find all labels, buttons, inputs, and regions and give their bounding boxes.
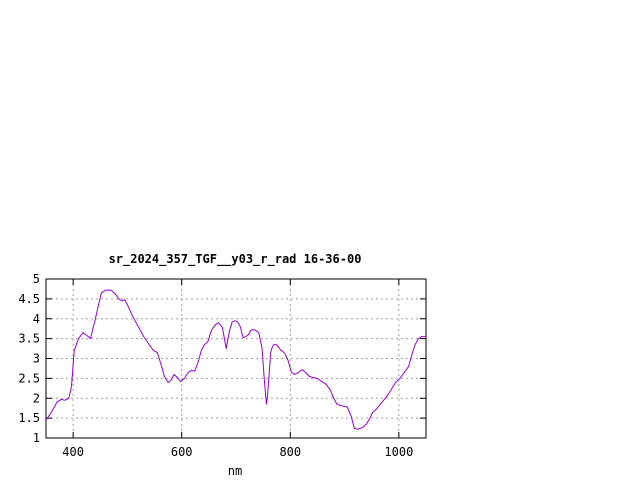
x-axis-label: nm xyxy=(228,464,242,478)
x-tick-label: 400 xyxy=(62,445,84,459)
y-tick-label: 3.5 xyxy=(18,332,40,346)
grid-lines xyxy=(46,279,426,438)
y-tick-label: 1 xyxy=(33,431,40,445)
x-tick-label: 600 xyxy=(171,445,193,459)
x-tick-label: 1000 xyxy=(384,445,413,459)
series-line xyxy=(45,289,426,430)
y-tick-label: 4.5 xyxy=(18,292,40,306)
y-tick-label: 3 xyxy=(33,352,40,366)
x-tick-label: 800 xyxy=(279,445,301,459)
y-tick-label: 4 xyxy=(33,312,40,326)
series-layer xyxy=(45,289,426,430)
plot-frame xyxy=(45,278,427,439)
y-tick-label: 5 xyxy=(33,272,40,286)
y-tick-label: 2.5 xyxy=(18,371,40,385)
y-tick-label: 1.5 xyxy=(18,411,40,425)
axes: 1 1.5 2 2.5 3 3.5 4 4.5 5 400 600 800 1000 xyxy=(18,272,427,459)
chart-title: sr_2024_357_TGF__y03_r_rad 16-36-00 xyxy=(109,252,362,267)
y-tick-label: 2 xyxy=(33,391,40,405)
